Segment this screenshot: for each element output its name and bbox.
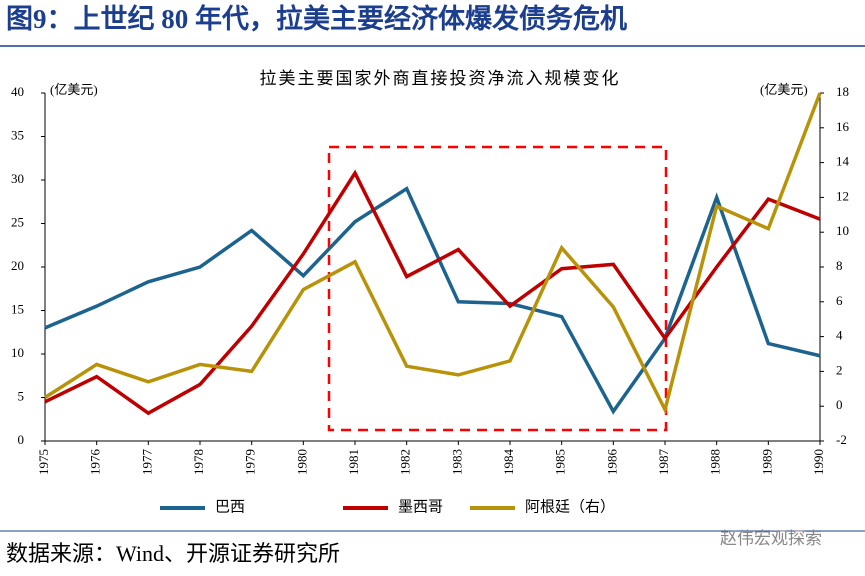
- x-tick-label: 1975: [36, 449, 51, 475]
- y-tick-label: 40: [11, 84, 24, 99]
- y-tick-label: 10: [11, 345, 24, 360]
- x-tick-label: 1977: [139, 449, 154, 476]
- series-line: [44, 186, 821, 415]
- legend-label: 巴西: [215, 499, 245, 515]
- highlight-box: [327, 145, 668, 432]
- y-tick-label: 20: [11, 258, 24, 273]
- y2-tick-label: 14: [836, 154, 850, 169]
- y2-tick-label: 0: [836, 397, 843, 412]
- y-unit-label: (亿美元): [50, 82, 98, 97]
- y-tick-label: 5: [18, 388, 25, 403]
- y2-tick-label: 18: [836, 84, 849, 99]
- x-tick-label: 1990: [811, 449, 826, 475]
- y2-tick-label: -2: [836, 432, 847, 447]
- y2-tick-label: 8: [836, 258, 843, 273]
- x-tick-label: 1983: [449, 449, 464, 475]
- y-tick-label: 30: [11, 171, 24, 186]
- x-tick-label: 1980: [294, 449, 309, 475]
- y-tick-label: 35: [11, 127, 24, 142]
- legend-label: 墨西哥: [398, 499, 443, 515]
- x-tick-label: 1988: [708, 449, 723, 475]
- y2-tick-label: 4: [836, 328, 843, 343]
- y2-tick-label: 6: [836, 293, 843, 308]
- x-tick-label: 1978: [191, 449, 206, 475]
- watermark: 赵伟宏观探索: [720, 529, 822, 548]
- y-tick-label: 25: [11, 214, 24, 229]
- y2-tick-label: 2: [836, 362, 843, 377]
- x-tick-label: 1987: [656, 449, 671, 476]
- y-tick-label: 0: [18, 432, 25, 447]
- source-note: 数据来源：Wind、开源证券研究所: [6, 541, 340, 566]
- x-tick-label: 1979: [243, 449, 258, 475]
- x-tick-label: 1989: [759, 449, 774, 475]
- series-line: [44, 92, 822, 415]
- x-tick-label: 1981: [346, 449, 361, 475]
- page-title: 图9：上世纪 80 年代，拉美主要经济体爆发债务危机: [6, 3, 627, 34]
- x-tick-label: 1976: [88, 449, 103, 476]
- x-tick-label: 1984: [501, 449, 516, 476]
- y-tick-label: 15: [11, 301, 24, 316]
- y2-tick-label: 16: [836, 119, 850, 134]
- y2-unit-label: (亿美元): [760, 82, 808, 97]
- chart-title: 拉美主要国家外商直接投资净流入规模变化: [260, 69, 621, 88]
- y2-tick-label: 10: [836, 223, 849, 238]
- x-tick-label: 1982: [398, 449, 413, 475]
- legend-label: 阿根廷（右）: [525, 498, 615, 515]
- x-tick-label: 1985: [553, 449, 568, 475]
- y2-tick-label: 12: [836, 188, 849, 203]
- x-tick-label: 1986: [604, 449, 619, 476]
